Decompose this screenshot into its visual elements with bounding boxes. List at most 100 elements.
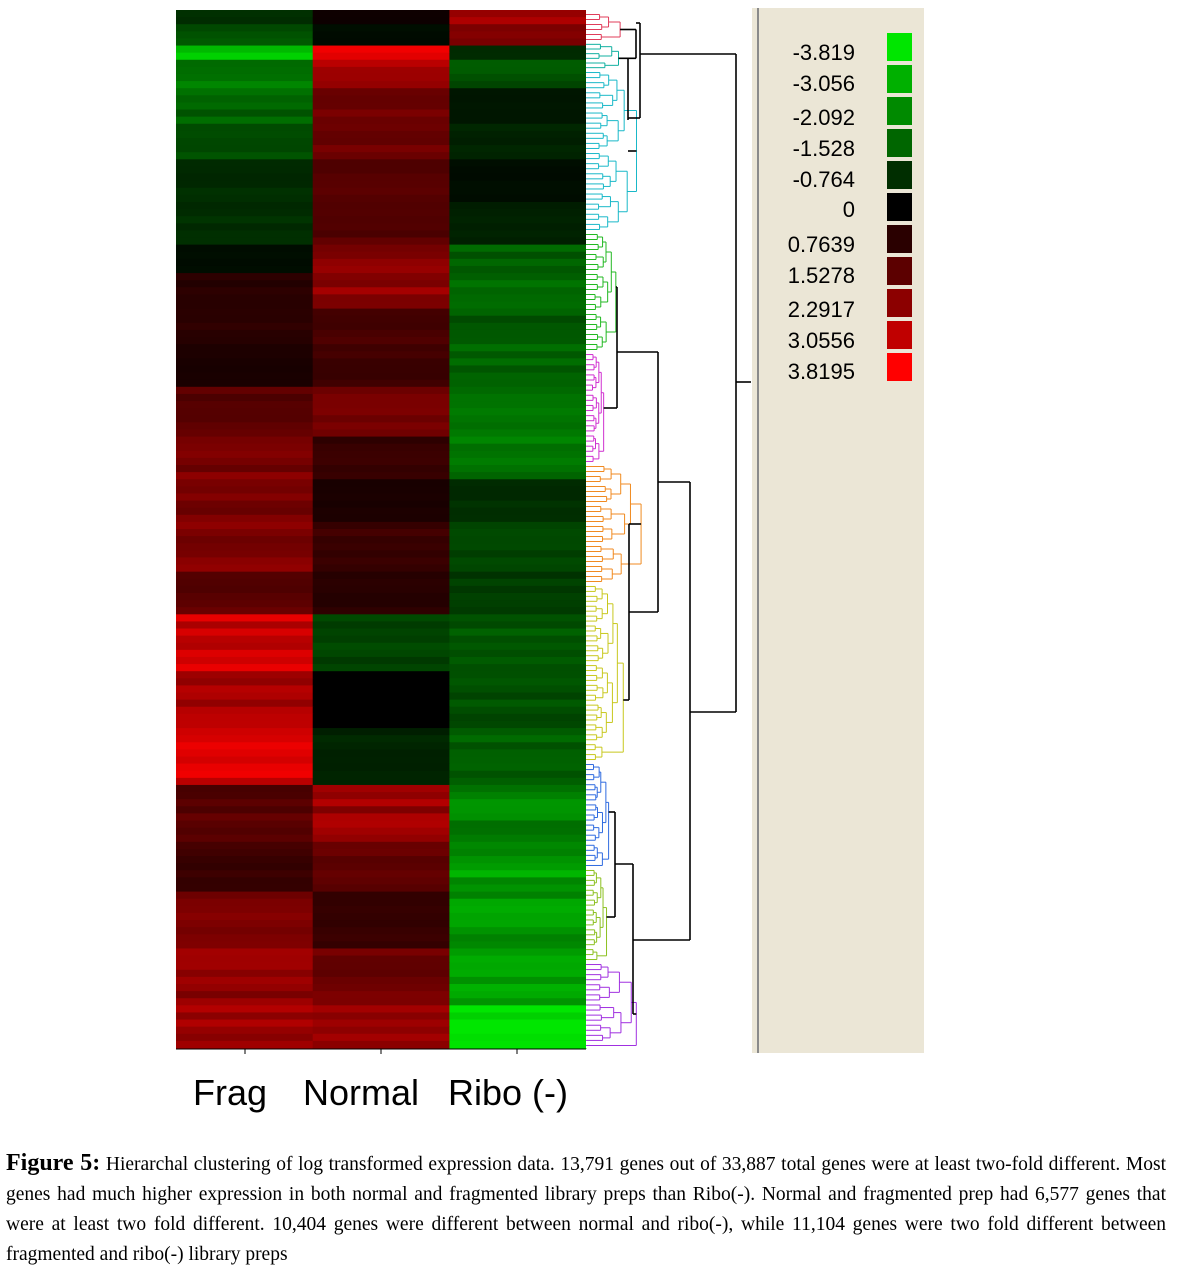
heatmap-cell [176,73,314,82]
heatmap-cell [449,24,587,32]
heatmap-cell [312,265,450,274]
heatmap-cell [449,912,587,921]
heatmap-cell [176,472,314,480]
heatmap-cell [176,194,314,203]
legend-swatch [887,321,912,349]
heatmap-cell [176,1033,314,1042]
heatmap-cell [449,280,587,288]
heatmap-cell [449,337,587,345]
heatmap-cell [176,756,314,765]
heatmap-cell [449,322,587,331]
heatmap-cell [449,592,587,601]
dendrogram-area [586,10,751,1048]
heatmap-cell [312,415,450,423]
heatmap-cell [176,209,314,217]
heatmap-cell [449,557,587,566]
heatmap-cell [449,294,587,303]
heatmap-cell [449,749,587,758]
heatmap-cell [176,500,314,509]
heatmap-cell [176,742,314,750]
legend-label: -3.056 [792,71,855,96]
heatmap-cell [176,784,314,793]
heatmap-cell [449,948,587,957]
heatmap-cell [449,137,587,146]
heatmap-cell [312,806,450,814]
heatmap-cell [449,955,587,964]
heatmap-cell [312,287,450,295]
heatmap-cell [449,95,587,104]
heatmap-cell [176,386,314,395]
heatmap-cell [312,706,450,715]
heatmap-cell [312,173,450,182]
heatmap-cell [449,408,587,416]
heatmap-cell [312,557,450,566]
heatmap-cell [312,927,450,935]
heatmap-cell [449,642,587,651]
heatmap-cell [449,735,587,743]
heatmap-cell [312,592,450,601]
heatmap-cell [449,784,587,793]
heatmap-cell [176,514,314,523]
legend-label: -3.819 [792,40,855,65]
heatmap-cell [176,600,314,608]
legend-swatch [887,161,912,189]
heatmap-cell [176,237,314,246]
heatmap-cell [176,507,314,516]
heatmap-cell [312,692,450,701]
heatmap-cell [449,870,587,878]
dendrogram [586,14,751,1046]
heatmap-cell [312,735,450,743]
heatmap-cell [312,436,450,445]
heatmap-cell [176,365,314,374]
heatmap-cell [176,870,314,878]
heatmap-cell [176,976,314,985]
heatmap-cell [176,301,314,310]
heatmap-cell [312,777,450,786]
heatmap-cell [176,699,314,708]
heatmap-cell [312,1040,450,1049]
heatmap-cell [312,529,450,537]
heatmap-cell [449,201,587,210]
heatmap-cell [312,365,450,374]
heatmap-cell [312,792,450,800]
heatmap-cell [312,31,450,40]
heatmap-cell [176,927,314,935]
heatmap-cell [449,479,587,487]
heatmap-cell [449,635,587,644]
heatmap-cell [312,870,450,878]
heatmap-cell [449,891,587,900]
heatmap-cell [312,841,450,850]
heatmap-cell [449,536,587,544]
heatmap-cell [312,73,450,82]
heatmap-cell [312,962,450,971]
heatmap-cell [176,905,314,914]
heatmap-cell [176,351,314,359]
heatmap-cell [312,984,450,992]
heatmap-cell [176,294,314,303]
heatmap-cell [312,699,450,708]
heatmap-cell [312,955,450,964]
heatmap-cell [449,457,587,466]
heatmap-cell [449,521,587,530]
heatmap-cell [176,557,314,566]
heatmap-cell [312,976,450,985]
heatmap-cell [176,10,314,18]
heatmap-cell [312,187,450,196]
heatmap-cell [449,393,587,402]
legend-swatch [887,193,912,221]
heatmap-cell [176,436,314,445]
heatmap-cell [176,891,314,900]
heatmap-cell [312,1033,450,1042]
heatmap-cell [312,180,450,189]
heatmap-cell [312,152,450,160]
heatmap-cell [449,209,587,217]
heatmap-cell [176,315,314,324]
legend-label: -0.764 [792,167,855,192]
heatmap-cell [176,137,314,146]
heatmap-cell [312,1019,450,1028]
heatmap-cell [312,372,450,381]
heatmap-cell [312,294,450,303]
heatmap-cell [449,66,587,75]
legend-label: -2.092 [792,105,855,130]
heatmap-cell [449,905,587,914]
